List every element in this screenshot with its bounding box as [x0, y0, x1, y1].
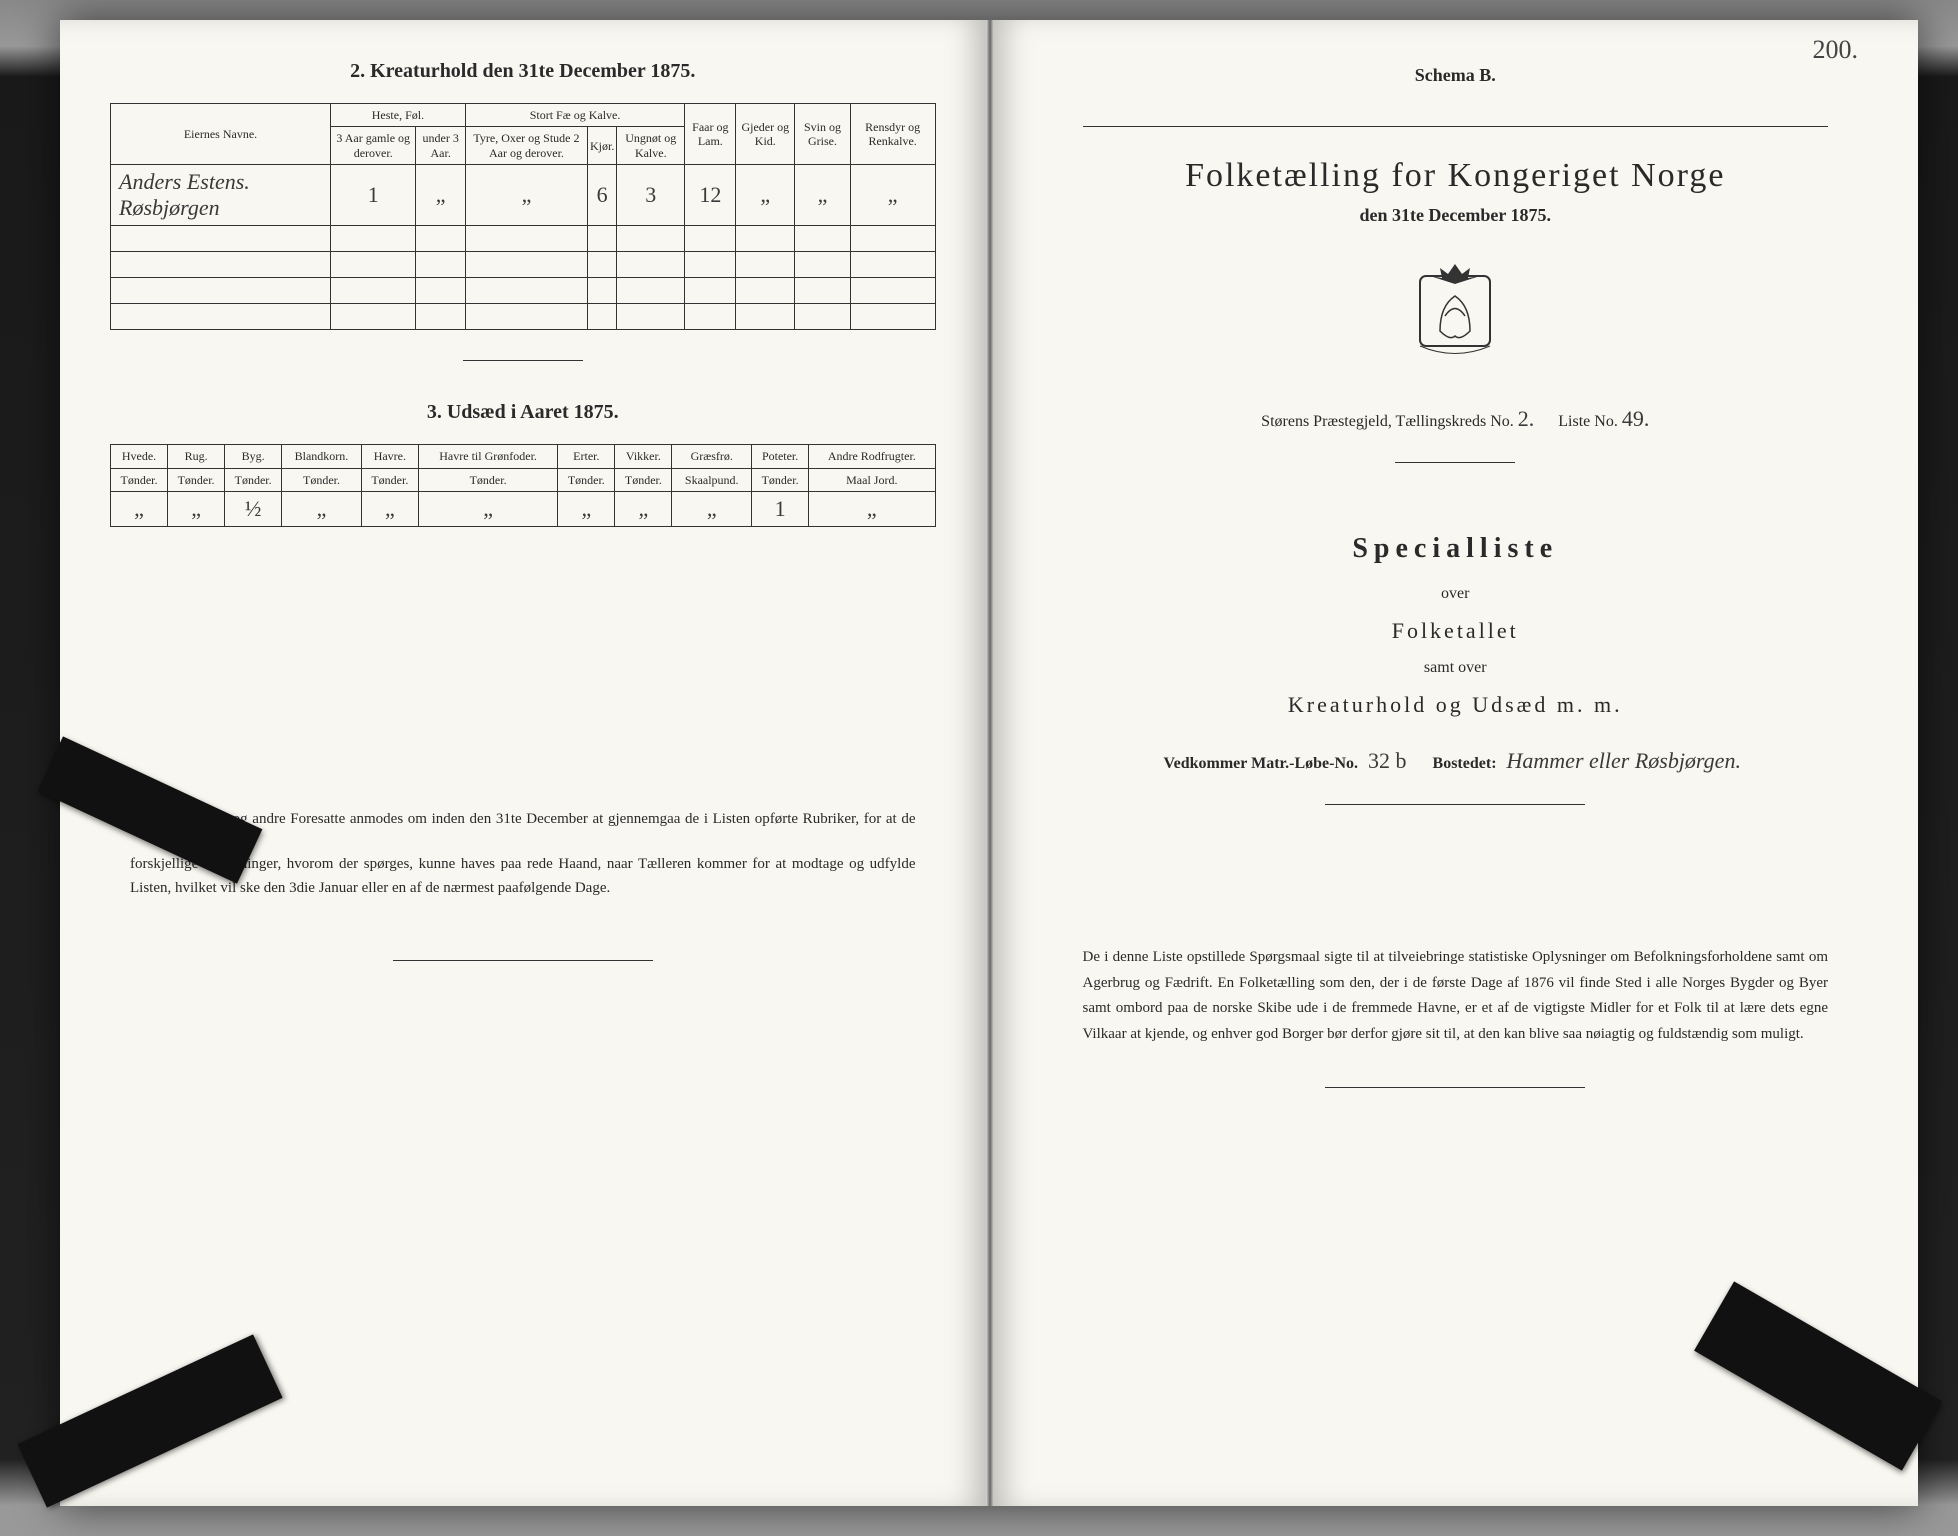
col-poteter: Poteter.: [752, 445, 809, 468]
table-row: [111, 304, 936, 330]
matr-number: 32 b: [1368, 748, 1407, 773]
cell: „: [795, 165, 851, 226]
divider: [463, 360, 583, 361]
unit: Tønder.: [615, 468, 672, 491]
cell: 3: [617, 165, 685, 226]
specialliste-heading: Specialliste: [1043, 533, 1869, 565]
livestock-table: Eiernes Navne. Heste, Føl. Stort Fæ og K…: [110, 103, 936, 330]
col-rein: Rensdyr og Renkalve.: [850, 104, 935, 165]
unit: Maal Jord.: [809, 468, 935, 491]
section-2-title: 2. Kreaturhold den 31te December 1875.: [110, 60, 936, 83]
col-andre: Andre Rodfrugter.: [809, 445, 935, 468]
table-row: Anders Estens. Røsbjørgen 1 „ „ 6 3 12 „…: [111, 165, 936, 226]
left-page: 2. Kreaturhold den 31te December 1875. E…: [60, 20, 987, 1506]
matr-label: Vedkommer Matr.-Løbe-No.: [1164, 755, 1359, 772]
census-date: den 31te December 1875.: [1043, 205, 1869, 226]
schema-label: Schema B.: [1043, 65, 1869, 86]
kreatur-label: Kreaturhold og Udsæd m. m.: [1043, 692, 1869, 718]
liste-number: 49.: [1622, 406, 1650, 431]
unit: Skaalpund.: [672, 468, 752, 491]
unit: Tønder.: [361, 468, 418, 491]
cell: „: [558, 491, 615, 526]
col-rug: Rug.: [168, 445, 225, 468]
cell: „: [615, 491, 672, 526]
cell: 12: [685, 165, 736, 226]
unit: Tønder.: [752, 468, 809, 491]
table-row: [111, 252, 936, 278]
bosted-value: Hammer eller Røsbjørgen.: [1507, 748, 1741, 773]
cell: ½: [225, 491, 282, 526]
over-label: over: [1043, 585, 1869, 603]
col-erter: Erter.: [558, 445, 615, 468]
desk-background: 2. Kreaturhold den 31te December 1875. E…: [0, 0, 1958, 1536]
cell: „: [809, 491, 935, 526]
table-row: [111, 226, 936, 252]
unit: Tønder.: [111, 468, 168, 491]
unit: Tønder.: [558, 468, 615, 491]
unit: Tønder.: [282, 468, 362, 491]
col-havre-gron: Havre til Grønfoder.: [418, 445, 557, 468]
col-sheep: Faar og Lam.: [685, 104, 736, 165]
col-goat: Gjeder og Kid.: [736, 104, 795, 165]
open-book: 2. Kreaturhold den 31te December 1875. E…: [60, 20, 1918, 1506]
col-byg: Byg.: [225, 445, 282, 468]
col-group-horse: Heste, Føl.: [331, 104, 466, 127]
cell: „: [736, 165, 795, 226]
cell: „: [168, 491, 225, 526]
folketallet-label: Folketallet: [1043, 618, 1869, 644]
right-page: 200. Schema B. Folketælling for Kongerig…: [993, 20, 1919, 1506]
bosted-label: Bostedet:: [1433, 755, 1497, 772]
district-label: Størens Præstegjeld, Tællingskreds No.: [1261, 413, 1514, 430]
cell: „: [418, 491, 557, 526]
right-footnote: De i denne Liste opstillede Spørgsmaal s…: [1043, 945, 1869, 1047]
divider: [1325, 1087, 1585, 1088]
col-owner: Eiernes Navne.: [111, 104, 331, 165]
cell: „: [361, 491, 418, 526]
owner-name: Anders Estens. Røsbjørgen: [111, 165, 331, 226]
col-havre: Havre.: [361, 445, 418, 468]
main-title: Folketælling for Kongeriget Norge: [1043, 157, 1869, 195]
cell: „: [111, 491, 168, 526]
cell: 6: [588, 165, 617, 226]
divider: [1395, 462, 1515, 463]
col-horse-young: under 3 Aar.: [416, 127, 465, 165]
col-vikker: Vikker.: [615, 445, 672, 468]
table-row: [111, 278, 936, 304]
cell: „: [465, 165, 587, 226]
col-horse-old: 3 Aar gamle og derover.: [331, 127, 416, 165]
col-bull: Tyre, Oxer og Stude 2 Aar og derover.: [465, 127, 587, 165]
unit: Tønder.: [168, 468, 225, 491]
table-row: „ „ ½ „ „ „ „ „ „ 1 „: [111, 491, 936, 526]
samt-label: samt over: [1043, 659, 1869, 677]
district-line: Størens Præstegjeld, Tællingskreds No. 2…: [1043, 406, 1869, 432]
col-bland: Blandkorn.: [282, 445, 362, 468]
cell: 1: [331, 165, 416, 226]
unit: Tønder.: [418, 468, 557, 491]
cell: „: [850, 165, 935, 226]
coat-of-arms-icon: [1410, 256, 1500, 366]
col-cow: Kjør.: [588, 127, 617, 165]
divider: [1083, 126, 1829, 127]
matr-line: Vedkommer Matr.-Løbe-No. 32 b Bostedet: …: [1043, 748, 1869, 774]
seed-table: Hvede. Rug. Byg. Blandkorn. Havre. Havre…: [110, 444, 936, 527]
page-number: 200.: [1813, 35, 1859, 65]
liste-label: Liste No.: [1558, 413, 1618, 430]
district-number: 2.: [1518, 406, 1535, 431]
unit: Tønder.: [225, 468, 282, 491]
divider: [1325, 804, 1585, 805]
col-hvede: Hvede.: [111, 445, 168, 468]
divider: [393, 960, 653, 961]
cell: „: [672, 491, 752, 526]
section-3-title: 3. Udsæd i Aaret 1875.: [110, 401, 936, 424]
col-pig: Svin og Grise.: [795, 104, 851, 165]
col-graes: Græsfrø.: [672, 445, 752, 468]
cell: 1: [752, 491, 809, 526]
col-calf: Ungnøt og Kalve.: [617, 127, 685, 165]
cell: „: [282, 491, 362, 526]
col-group-cattle: Stort Fæ og Kalve.: [465, 104, 684, 127]
cell: „: [416, 165, 465, 226]
